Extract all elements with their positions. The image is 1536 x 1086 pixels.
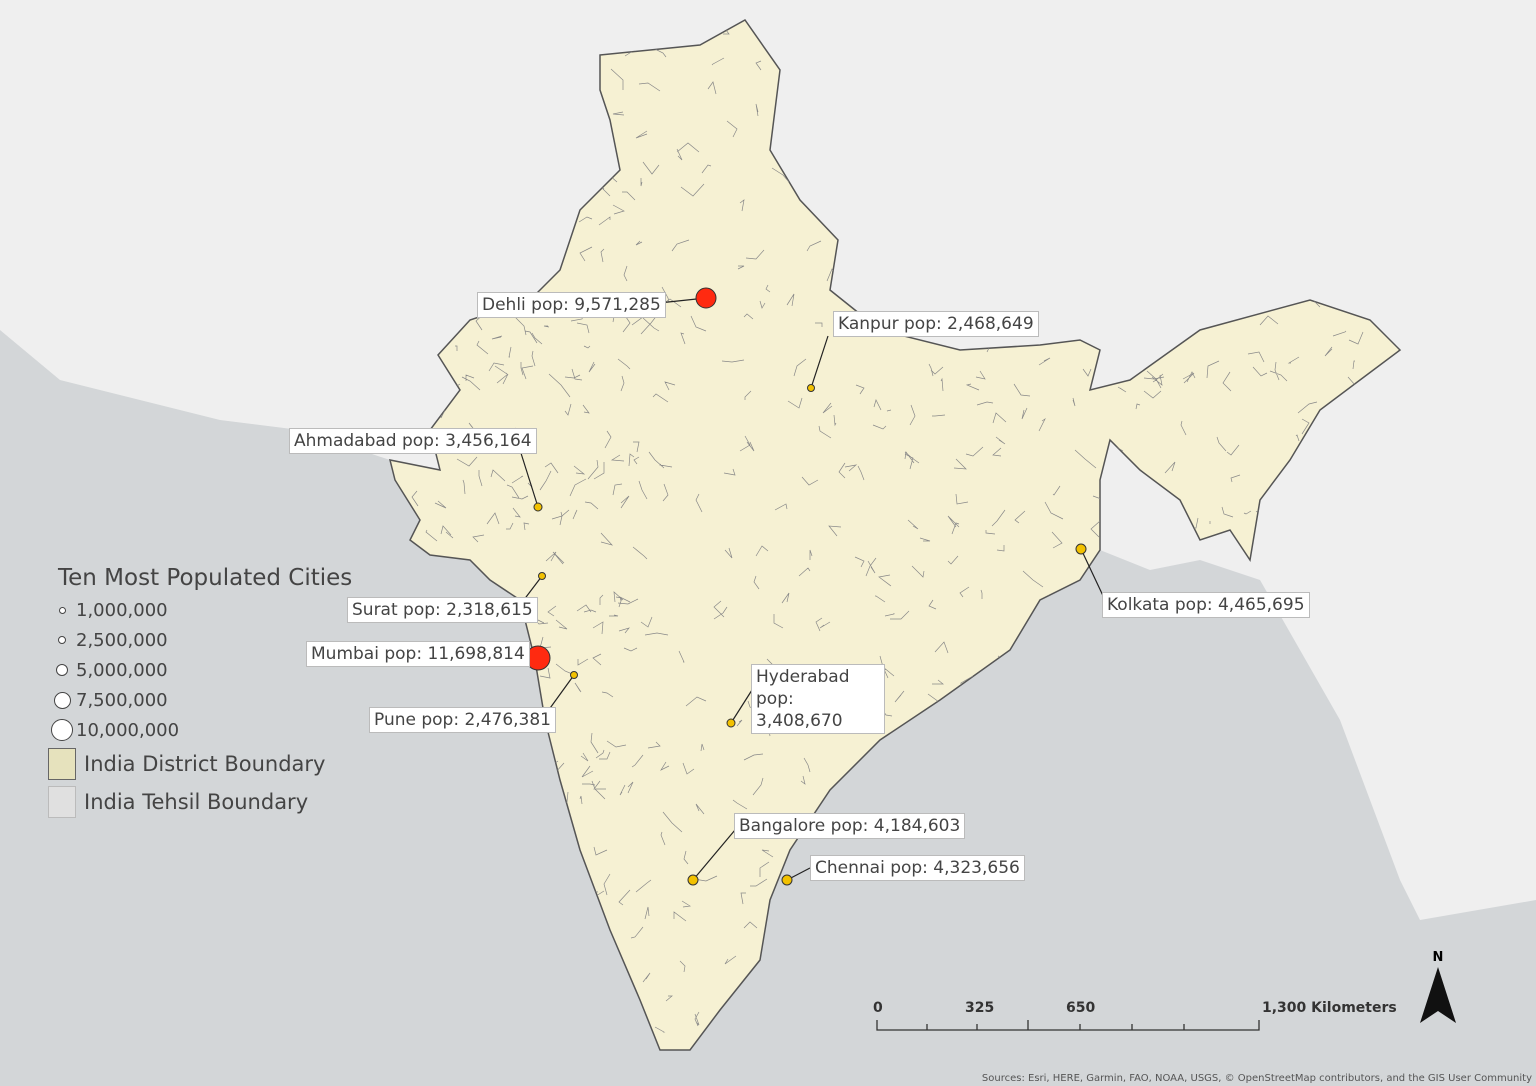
city-point[interactable]: [781, 874, 793, 886]
city-label: Kolkata pop: 4,465,695: [1102, 592, 1310, 618]
circle-icon: [58, 636, 66, 644]
india-landmass: [388, 19, 1402, 1051]
legend-size-5: 10,000,000: [48, 715, 352, 745]
leader-line: [730, 689, 753, 724]
leader-line: [1080, 548, 1106, 601]
city-point[interactable]: [1075, 543, 1087, 555]
city-point[interactable]: [533, 502, 543, 512]
north-label: N: [1432, 950, 1444, 965]
legend-size-label: 5,000,000: [76, 659, 168, 681]
city-point[interactable]: [807, 384, 815, 392]
city-point[interactable]: [538, 572, 546, 580]
city-label: Ahmadabad pop: 3,456,164: [289, 428, 537, 454]
scale-tick: 650: [1066, 1000, 1096, 1016]
scale-line: [876, 1020, 1260, 1031]
scale-tick: 1,300 Kilometers: [1262, 1000, 1397, 1016]
city-point[interactable]: [695, 287, 717, 309]
leader-line: [810, 335, 829, 389]
legend-size-label: 10,000,000: [76, 719, 180, 741]
north-arrow: N: [1418, 950, 1458, 1029]
legend-layer-label: India District Boundary: [84, 752, 326, 776]
city-label: Dehli pop: 9,571,285: [477, 292, 666, 318]
attribution: Sources: Esri, HERE, Garmin, FAO, NOAA, …: [981, 1073, 1532, 1084]
city-point[interactable]: [687, 874, 699, 886]
city-label: Mumbai pop: 11,698,814: [306, 641, 530, 667]
tehsil-swatch: [48, 786, 76, 818]
city-label: Chennai pop: 4,323,656: [810, 855, 1025, 881]
north-arrow-icon: [1420, 967, 1456, 1023]
legend-size-label: 1,000,000: [76, 599, 168, 621]
legend: Ten Most Populated Cities 1,000,000 2,50…: [48, 565, 352, 821]
city-label: Kanpur pop: 2,468,649: [833, 311, 1039, 337]
circle-icon: [53, 691, 71, 709]
city-point[interactable]: [726, 718, 736, 728]
legend-size-2: 2,500,000: [48, 625, 352, 655]
circle-icon: [51, 719, 73, 741]
legend-size-3: 5,000,000: [48, 655, 352, 685]
city-label: Hyderabad pop: 3,408,670: [751, 664, 885, 734]
city-label: Pune pop: 2,476,381: [369, 707, 556, 733]
scale-tick: 0: [873, 1000, 883, 1016]
leader-line: [519, 449, 539, 508]
legend-size-label: 2,500,000: [76, 629, 168, 651]
legend-size-label: 7,500,000: [76, 689, 168, 711]
legend-layer-district: India District Boundary: [48, 745, 352, 783]
leader-line: [692, 829, 736, 881]
city-label: Bangalore pop: 4,184,603: [734, 813, 966, 839]
circle-icon: [58, 606, 66, 614]
legend-layer-label: India Tehsil Boundary: [84, 790, 309, 814]
district-swatch: [48, 748, 76, 780]
city-label: Surat pop: 2,318,615: [347, 597, 538, 623]
arabian-sea: [0, 330, 1536, 1086]
legend-title: Ten Most Populated Cities: [58, 565, 353, 591]
scale-tick: 325: [965, 1000, 995, 1016]
city-point[interactable]: [570, 671, 578, 679]
legend-layer-tehsil: India Tehsil Boundary: [48, 783, 352, 821]
legend-size-4: 7,500,000: [48, 685, 352, 715]
circle-icon: [56, 664, 68, 676]
legend-size-1: 1,000,000: [48, 595, 352, 625]
